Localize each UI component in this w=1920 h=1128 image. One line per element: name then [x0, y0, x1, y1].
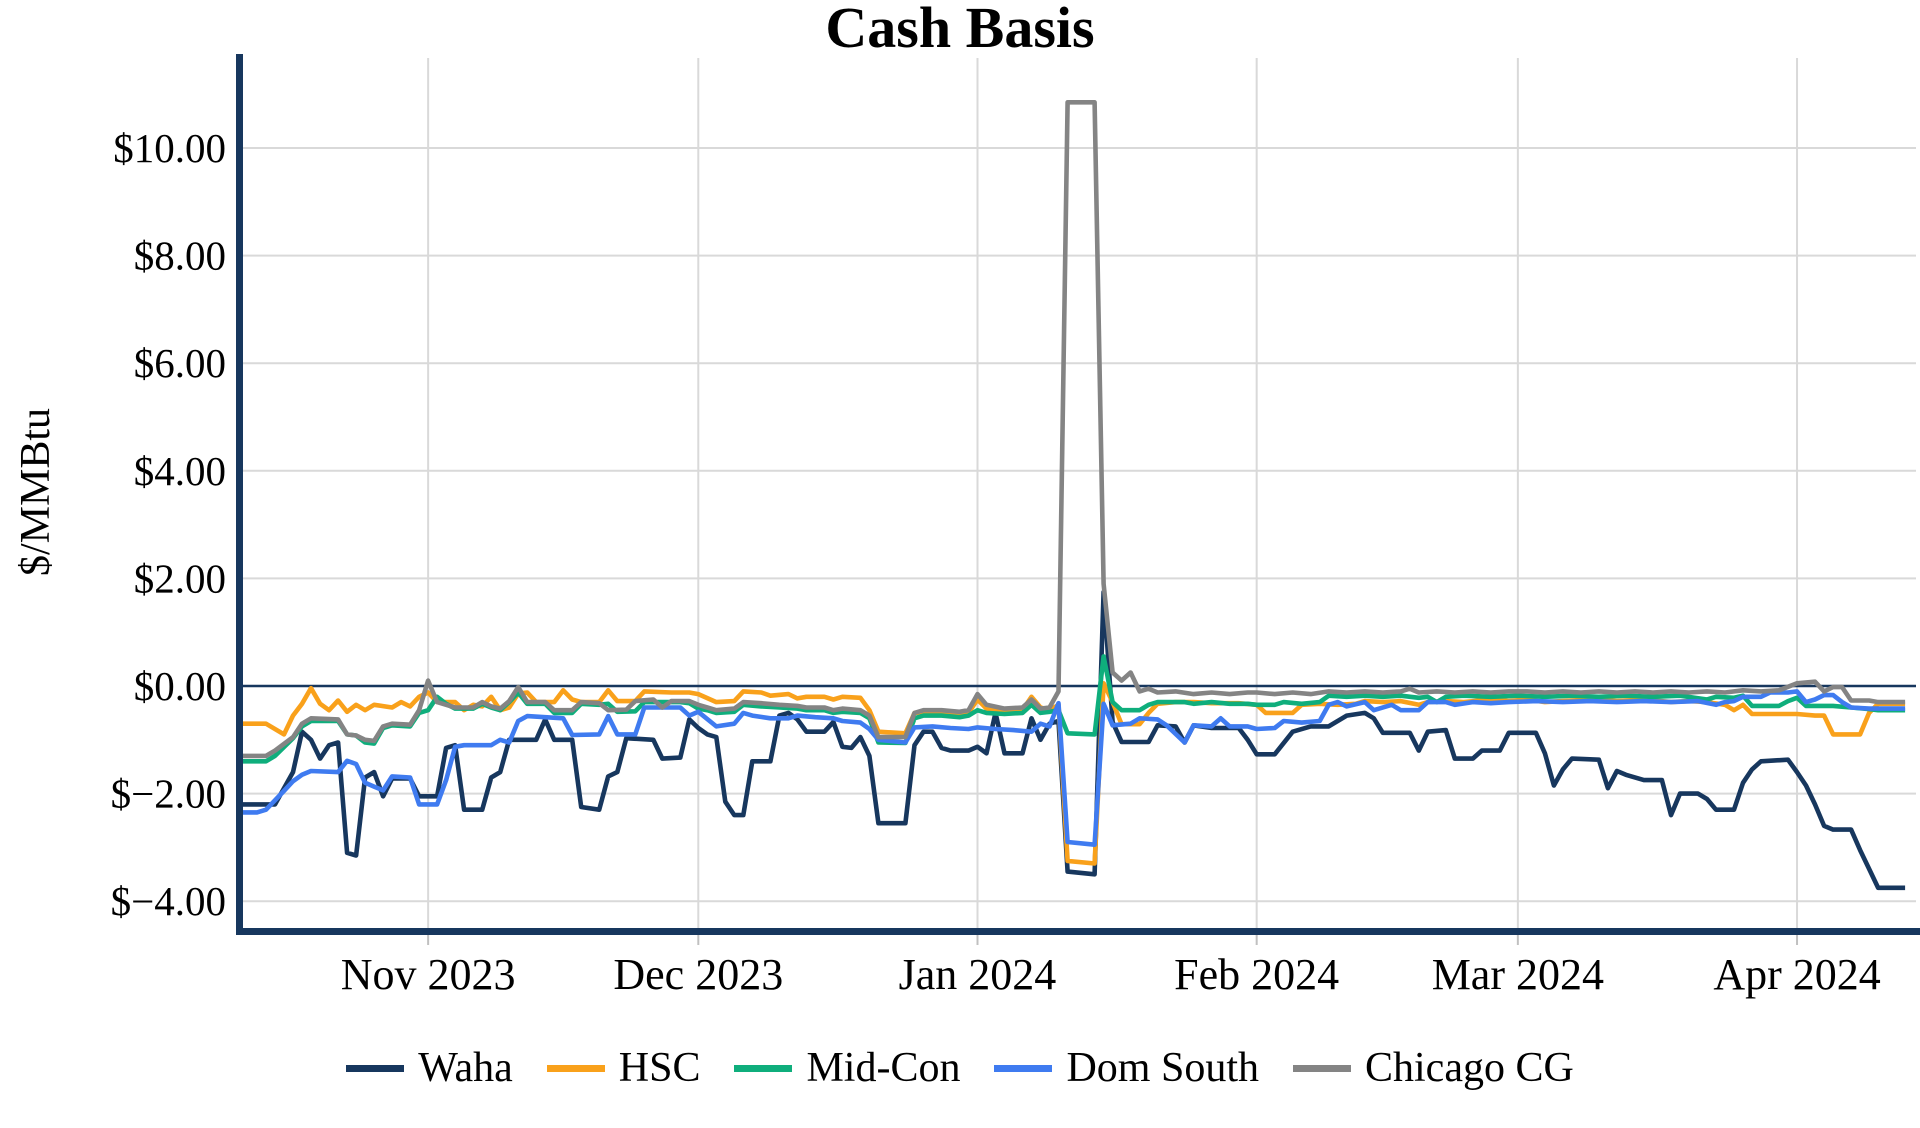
- series-line-dom-south: [239, 689, 1906, 848]
- legend-item-mid-con: Mid-Con: [734, 1044, 960, 1092]
- series-line-chicago-cg: [239, 100, 1906, 759]
- legend-label-hsc: HSC: [618, 1045, 701, 1091]
- legend-swatch-chicago-cg: [1293, 1064, 1351, 1072]
- y-tick-label: $4.00: [134, 448, 226, 494]
- legend-item-hsc: HSC: [546, 1044, 701, 1092]
- x-tick-label: Jan 2024: [899, 950, 1057, 999]
- legend-swatch-mid-con: [734, 1064, 793, 1072]
- y-axis-line: [236, 54, 243, 935]
- plot-area: $10.00 $8.00 $6.00 $4.00 $2.00 $0.00 $−2.00 $−4…: [111, 54, 1920, 999]
- legend-item-dom-south: Dom South: [994, 1044, 1259, 1092]
- x-tick-label: Apr 2024: [1713, 950, 1880, 999]
- x-tick-label: Feb 2024: [1174, 950, 1339, 999]
- y-tick-label: $−2.00: [111, 771, 226, 817]
- legend: Waha HSC Mid-Con Dom South Chicago CG: [0, 1044, 1920, 1092]
- y-tick-label: $2.00: [134, 555, 226, 601]
- y-tick-label: $10.00: [113, 125, 226, 171]
- y-tick-label: $8.00: [134, 233, 226, 279]
- chart-title: Cash Basis: [825, 0, 1095, 60]
- x-tick-label: Dec 2023: [613, 950, 783, 999]
- legend-label-waha: Waha: [418, 1045, 513, 1091]
- series-line-hsc: [239, 680, 1906, 866]
- legend-label-chicago-cg: Chicago CG: [1365, 1045, 1574, 1091]
- x-axis-line: [236, 928, 1920, 935]
- y-tick-label: $0.00: [134, 663, 226, 709]
- x-tick-label: Nov 2023: [341, 950, 516, 999]
- legend-item-waha: Waha: [346, 1044, 513, 1092]
- legend-swatch-hsc: [546, 1064, 605, 1072]
- legend-swatch-waha: [346, 1064, 405, 1072]
- legend-label-mid-con: Mid-Con: [806, 1045, 961, 1091]
- legend-label-dom-south: Dom South: [1066, 1045, 1259, 1091]
- legend-swatch-dom-south: [994, 1064, 1053, 1072]
- series-line-waha: [239, 589, 1906, 891]
- x-tick-label: Mar 2024: [1432, 950, 1604, 999]
- y-tick-label: $6.00: [134, 340, 226, 386]
- y-tick-label: $−4.00: [111, 878, 226, 924]
- legend-item-chicago-cg: Chicago CG: [1293, 1044, 1574, 1092]
